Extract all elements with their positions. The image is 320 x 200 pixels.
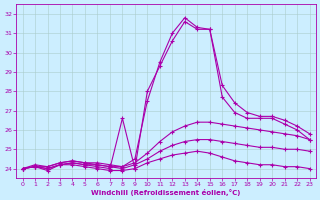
X-axis label: Windchill (Refroidissement éolien,°C): Windchill (Refroidissement éolien,°C) [92, 189, 241, 196]
